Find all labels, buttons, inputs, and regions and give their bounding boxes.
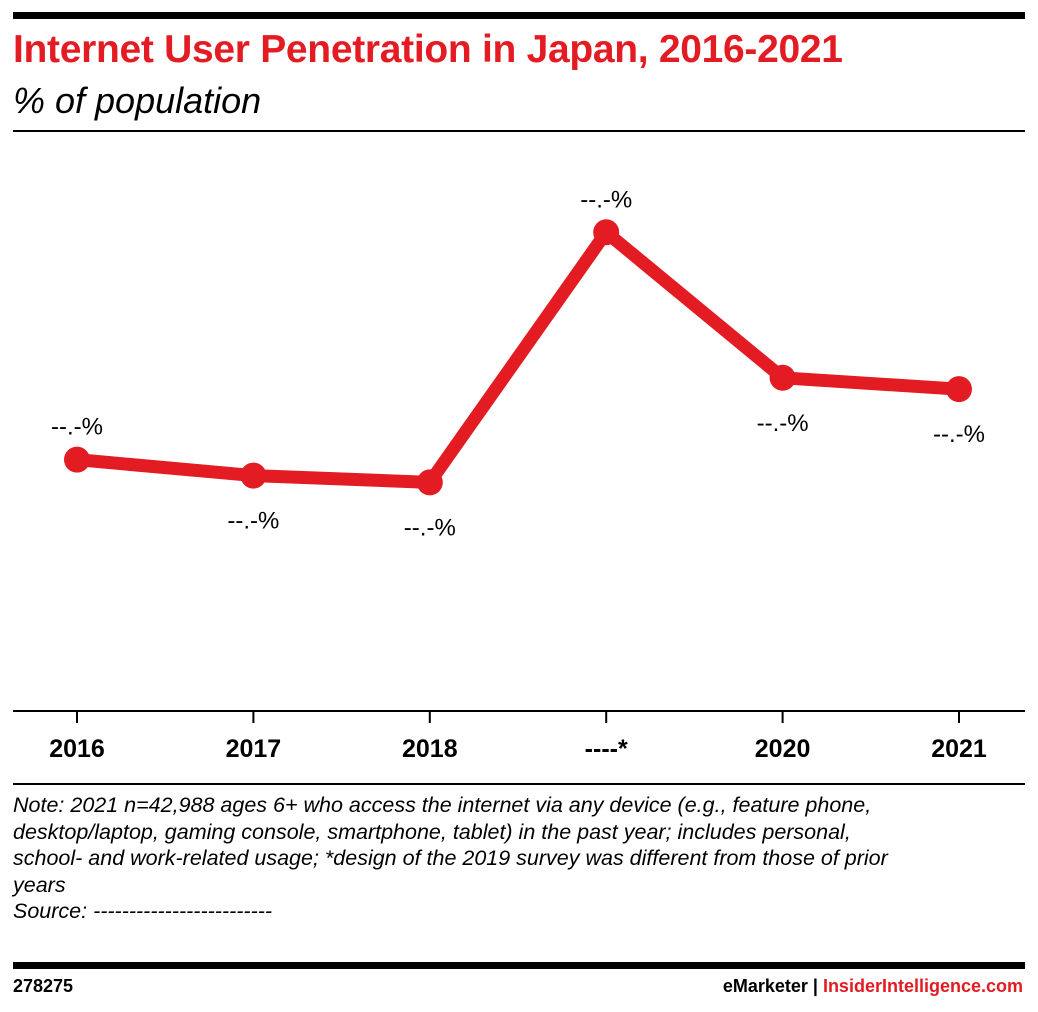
data-label: --.-% (227, 508, 279, 535)
x-tick-label: 2021 (931, 735, 987, 763)
x-tick-label: 2017 (226, 735, 282, 763)
data-label: --.-% (404, 514, 456, 541)
footer-rule (13, 962, 1025, 969)
data-point (769, 364, 796, 391)
chart-subtitle: % of population (13, 80, 262, 121)
series-line (70, 225, 966, 489)
header-rule (13, 130, 1025, 132)
note-line: years (13, 872, 66, 897)
data-label: --.-% (51, 414, 103, 441)
top-rule (13, 12, 1025, 19)
chart-title: Internet User Penetration in Japan, 2016… (13, 28, 843, 71)
data-label: --.-% (580, 186, 632, 213)
note-line: school- and work-related usage; *design … (13, 846, 888, 870)
source-line: Source: ------------------------- (13, 899, 273, 923)
data-point (416, 469, 443, 496)
line-chart: 2016 2017 2018 ----* 2020 2021 --.-% --.-% --.-%… (13, 186, 1025, 763)
data-label: --.-% (933, 421, 985, 448)
x-tick-label: 2016 (49, 735, 105, 763)
data-point (240, 462, 267, 489)
note-rule (13, 783, 1025, 785)
data-point (64, 446, 90, 473)
note-line: desktop/laptop, gaming console, smartpho… (13, 819, 851, 844)
brand-separator: | (807, 976, 823, 996)
x-tick-label: ----* (585, 735, 628, 763)
data-point (946, 376, 972, 403)
x-tick-label: 2020 (755, 735, 811, 763)
footer-brand: eMarketer | InsiderIntelligence.com (723, 976, 1023, 997)
chart-id: 278275 (13, 976, 74, 996)
data-point (593, 219, 620, 246)
brand-emarketer: eMarketer (722, 976, 808, 996)
chart-note: Note: 2021 n=42,988 ages 6+ who access t… (13, 792, 1023, 925)
brand-insider-intelligence: InsiderIntelligence.com (822, 976, 1023, 996)
note-line: Note: 2021 n=42,988 ages 6+ who access t… (13, 793, 872, 817)
x-tick-label: 2018 (402, 735, 458, 763)
data-label: --.-% (757, 410, 809, 437)
